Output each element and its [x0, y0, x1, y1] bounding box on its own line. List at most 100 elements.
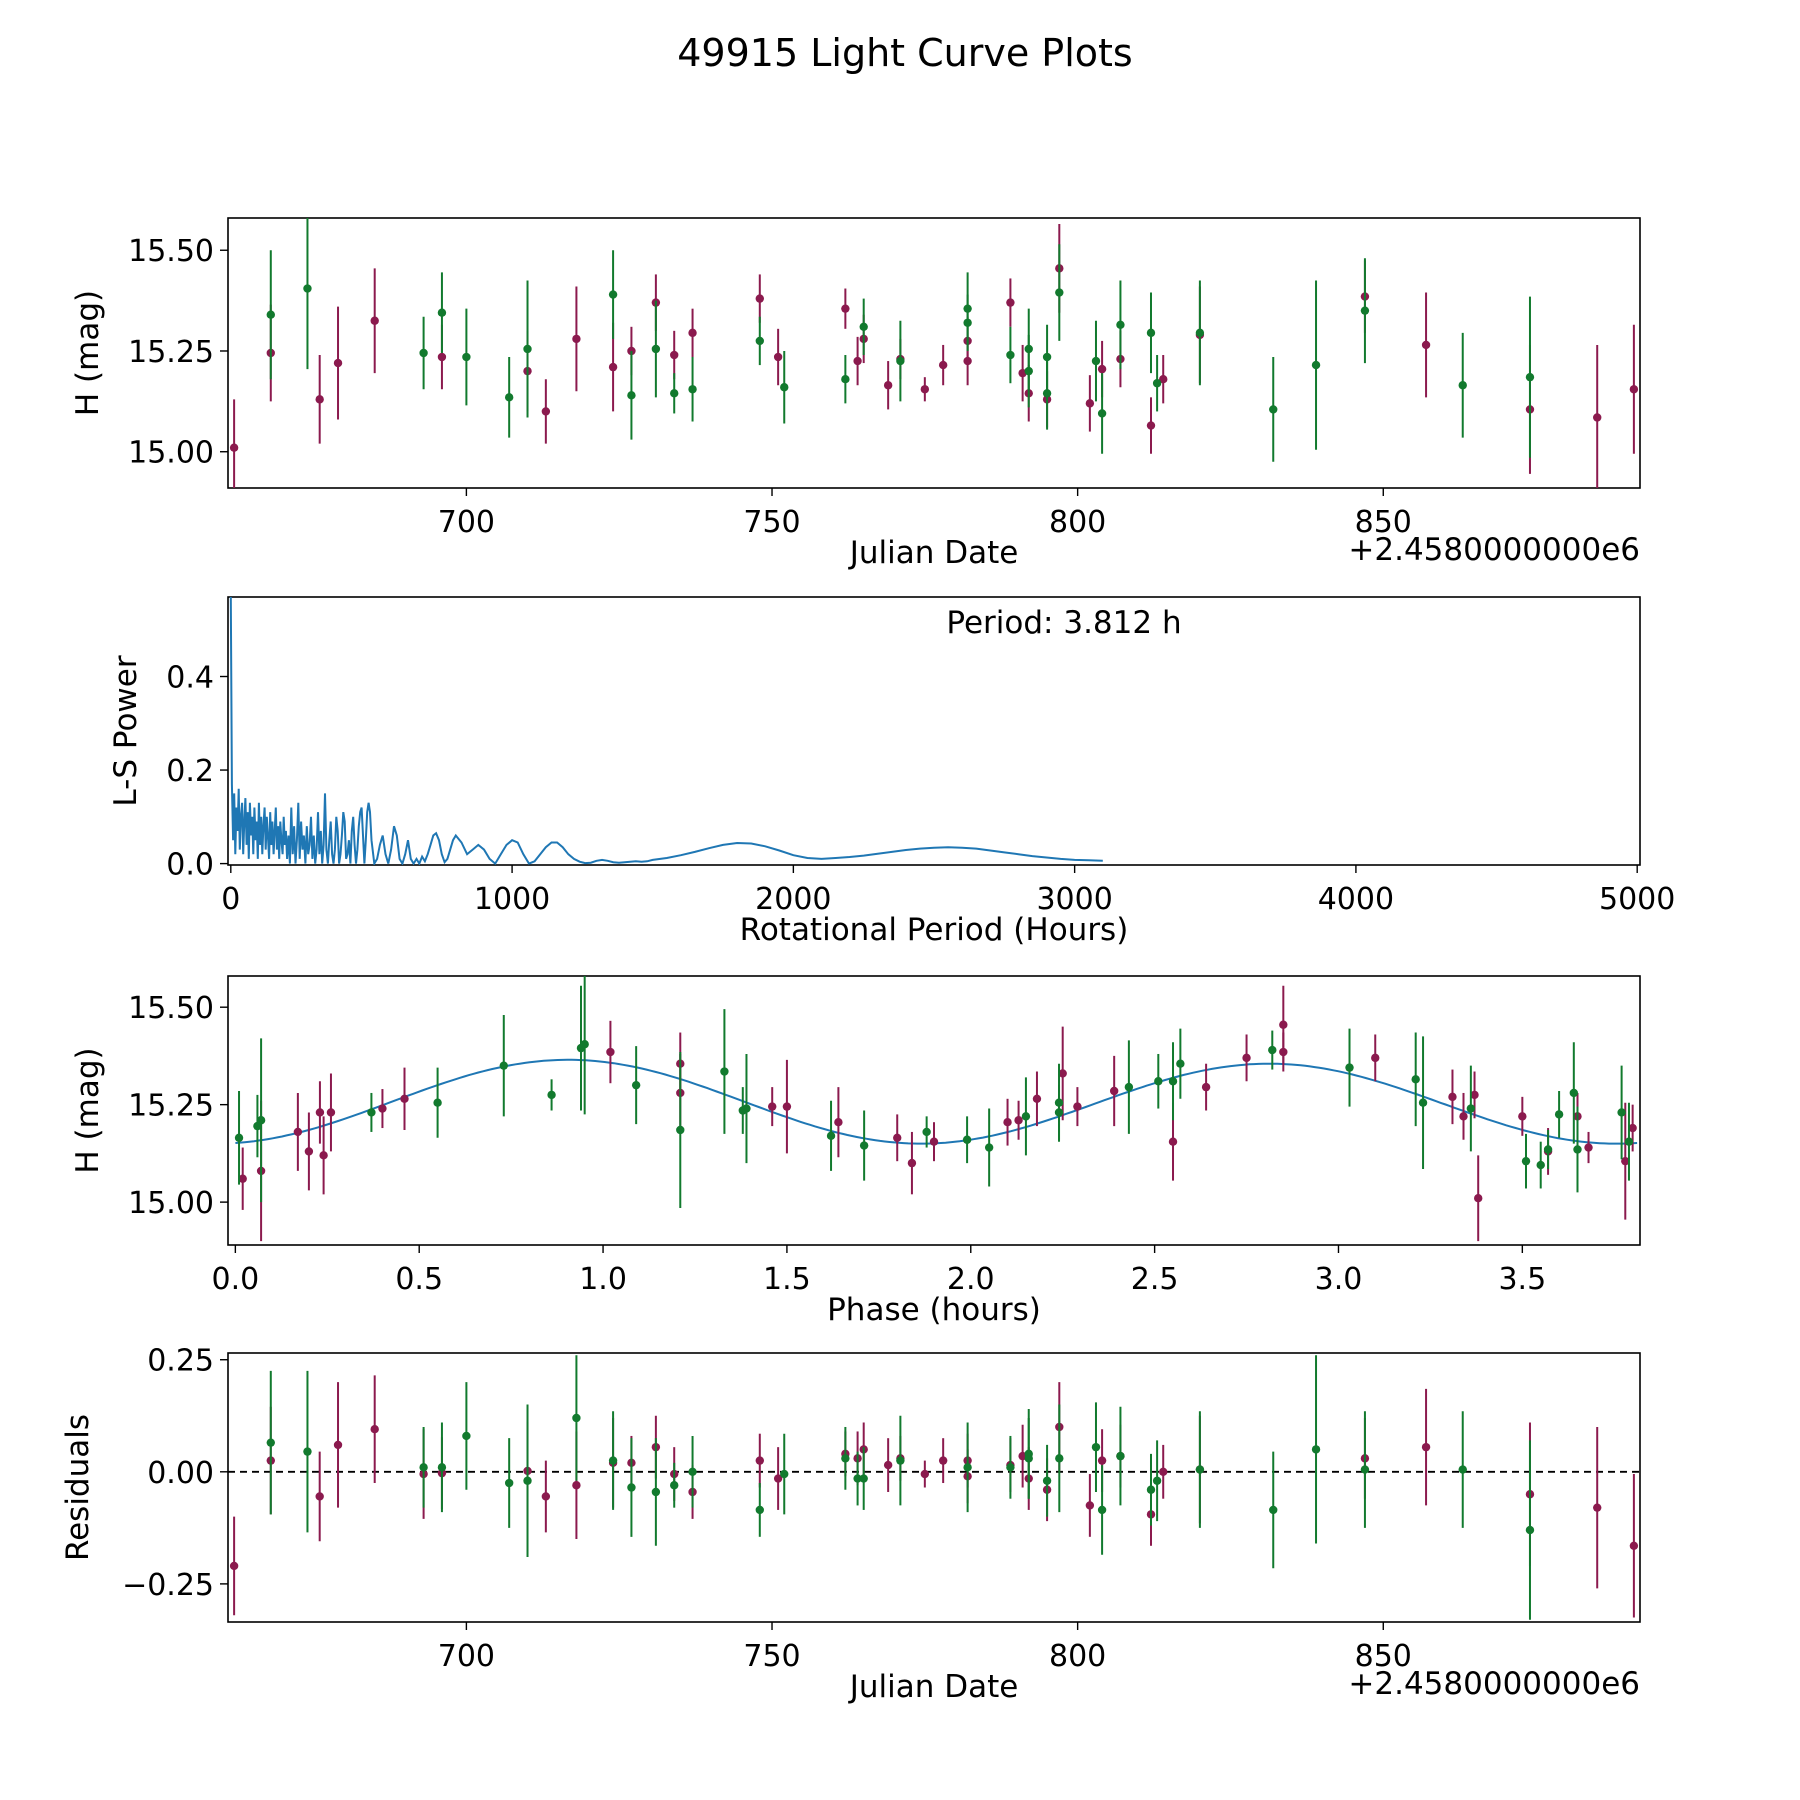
data-point: [315, 395, 324, 404]
data-point: [572, 334, 581, 344]
data-point: [608, 1456, 618, 1465]
panel-residuals: 700 750 800 850 −0.25 0.00 0.25 Julian Date Resi…: [60, 1344, 1641, 1705]
data-point: [780, 1469, 789, 1479]
data-point: [859, 1141, 869, 1150]
data-point: [1629, 385, 1639, 394]
y-tick-label: 0.2: [166, 754, 214, 789]
data-point: [1014, 1116, 1023, 1125]
data-point: [1195, 1465, 1205, 1474]
data-point: [1097, 1505, 1107, 1515]
data-point: [755, 294, 764, 303]
data-point: [437, 352, 447, 362]
data-point: [962, 1135, 972, 1144]
data-point: [841, 1454, 850, 1463]
y-axis-label: H (mag): [70, 290, 106, 416]
data-point: [1459, 1112, 1468, 1121]
data-point: [303, 1447, 312, 1456]
data-point: [437, 1463, 447, 1472]
data-point: [541, 1492, 551, 1501]
x-tick-label: 0.5: [395, 1262, 443, 1297]
data-point: [1168, 1137, 1178, 1146]
data-point: [1152, 379, 1162, 388]
data-point: [1146, 328, 1156, 338]
y-tick-label: 0.0: [166, 848, 214, 883]
data-point: [1116, 320, 1125, 329]
data-point: [782, 1102, 792, 1111]
data-point: [826, 1131, 836, 1141]
y-tick-label: 0.4: [166, 661, 214, 696]
data-point: [984, 1143, 994, 1152]
x-axis-label: Phase (hours): [827, 1292, 1041, 1328]
data-point: [1097, 409, 1107, 418]
data-point: [1042, 1476, 1052, 1485]
data-point: [1593, 1503, 1602, 1512]
data-point: [1458, 1465, 1467, 1474]
data-point: [688, 328, 697, 338]
data-point: [1085, 399, 1095, 408]
panel-phased: 0.0 0.5 1.0 1.5 2.0 2.5 3.0 3.5 15.00 15.25 15.50 P…: [70, 975, 1641, 1328]
data-point: [1195, 328, 1205, 338]
data-point: [1154, 1077, 1163, 1086]
periodogram-line: [229, 597, 1103, 865]
data-point: [670, 1481, 679, 1490]
data-point: [1097, 364, 1107, 374]
data-point: [768, 1102, 777, 1111]
data-point: [1159, 1467, 1168, 1477]
axes-frame: [227, 596, 1641, 866]
data-point: [256, 1116, 266, 1125]
y-tick-label: −0.25: [122, 1568, 214, 1603]
plot-area: [228, 1355, 1640, 1620]
data-point: [1536, 1160, 1545, 1170]
data-point: [1418, 1098, 1428, 1107]
data-point: [1006, 350, 1015, 360]
data-point: [853, 1474, 862, 1483]
data-point: [938, 360, 948, 370]
data-point: [938, 1456, 948, 1465]
data-point: [1054, 1108, 1064, 1117]
x-tick-label: 1.5: [763, 1262, 811, 1297]
axes-frame: [227, 975, 1641, 1246]
y-tick-label: 0.00: [147, 1456, 214, 1491]
data-point: [315, 1108, 325, 1117]
x-tick-label: 3.5: [1498, 1262, 1546, 1297]
data-point: [419, 348, 428, 358]
series-filter-g: [234, 976, 1634, 1208]
data-point: [1055, 1454, 1064, 1463]
data-point: [773, 1474, 783, 1483]
data-point: [1448, 1092, 1457, 1102]
data-point: [896, 356, 905, 366]
data-point: [651, 344, 661, 354]
data-point: [651, 1487, 661, 1497]
data-point: [319, 1151, 328, 1160]
axes-frame: [227, 217, 1641, 489]
panel-periodogram: 0 1000 2000 3000 4000 5000 0.0 0.2 0.4 Rotational…: [108, 596, 1675, 948]
data-point: [859, 1474, 868, 1483]
data-point: [676, 1125, 685, 1135]
data-point: [1091, 356, 1101, 366]
x-tick-label: 3.0: [1315, 1262, 1363, 1297]
data-point: [1269, 1505, 1278, 1515]
data-point: [1159, 374, 1168, 384]
data-point: [627, 391, 636, 400]
data-point: [1421, 340, 1431, 350]
panels: 700 750 800 850 15.00 15.25 15.50 Julian Date H …: [60, 217, 1675, 1705]
data-point: [1629, 1541, 1639, 1550]
figure-title: 49915 Light Curve Plots: [677, 31, 1132, 75]
data-point: [572, 1413, 581, 1423]
data-point: [896, 1456, 905, 1465]
data-point: [370, 316, 379, 325]
data-point: [841, 374, 850, 384]
data-point: [920, 385, 930, 394]
data-point: [523, 344, 532, 354]
series-filter-g: [266, 1355, 1535, 1620]
x-tick-label: 750: [743, 505, 800, 540]
data-point: [755, 1456, 764, 1465]
data-point: [1055, 288, 1064, 297]
data-point: [1091, 1442, 1101, 1452]
data-point: [304, 1147, 314, 1156]
data-point: [1085, 1501, 1095, 1510]
plot-area: [229, 218, 1639, 488]
data-point: [1421, 1442, 1431, 1452]
x-offset-label: +2.4580000000e6: [1348, 1666, 1640, 1702]
